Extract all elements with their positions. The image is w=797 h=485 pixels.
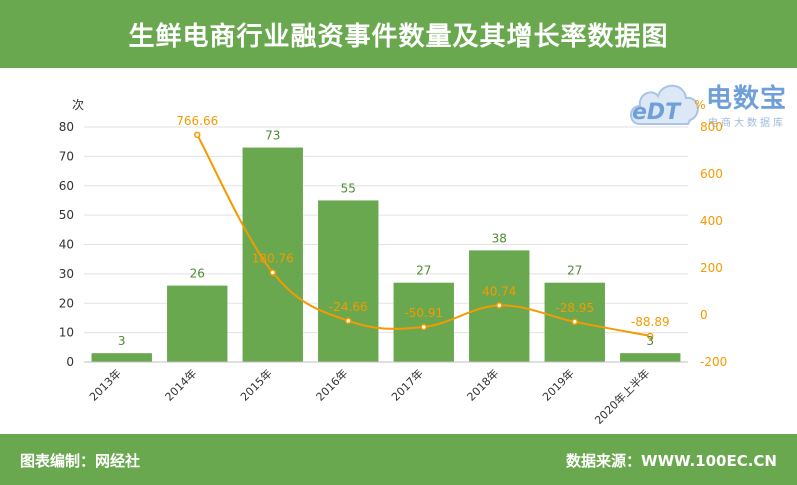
footer-credit: 图表编制：网经社 <box>20 452 141 470</box>
x-tick-label: 2017年 <box>388 366 425 403</box>
y-tick-label: 20 <box>59 296 74 310</box>
bar-value-label: 27 <box>567 264 582 278</box>
y-tick-label: 40 <box>59 238 74 252</box>
y-tick-label: 10 <box>59 326 74 340</box>
bar <box>620 353 681 362</box>
y2-tick-label: 200 <box>700 261 723 275</box>
line-value-label: -88.89 <box>631 315 670 329</box>
y2-tick-label: 600 <box>700 167 723 181</box>
y-tick-label: 60 <box>59 179 74 193</box>
y2-axis-title: % <box>694 98 705 112</box>
data-labels: 3 26 73 55 27 38 27 3 766.66 180.76 -24.66 -50.91 40… <box>118 114 670 348</box>
line-point <box>269 269 276 276</box>
y-tick-label: 70 <box>59 149 74 163</box>
bar-value-label: 73 <box>265 129 280 143</box>
y2-tick-label: -200 <box>700 355 727 369</box>
chart: 3 26 73 55 27 38 27 3 766.66 180.76 -24.66 -50.91 40… <box>59 98 728 427</box>
line-value-label: 766.66 <box>176 114 218 128</box>
line-value-label: -50.91 <box>404 306 443 320</box>
x-tick-label: 2016年 <box>313 366 350 403</box>
line-point <box>647 332 654 340</box>
footer-source: 数据来源：WWW.100EC.CN <box>566 452 777 470</box>
y2-tick-label: 400 <box>700 214 723 228</box>
bars <box>91 147 681 362</box>
line-point <box>496 302 503 309</box>
bar <box>318 200 379 362</box>
y-tick-label: 30 <box>59 267 74 281</box>
bar <box>167 285 228 362</box>
bar <box>91 353 152 362</box>
y2-tick-label: 0 <box>700 308 708 322</box>
growth-line <box>194 131 654 340</box>
y2-tick-label: 800 <box>700 120 723 134</box>
bar <box>242 147 303 362</box>
bar-value-label: 55 <box>341 181 356 195</box>
cloud-icon <box>630 84 699 125</box>
line-point <box>420 323 427 331</box>
x-tick-label: 2013年 <box>86 366 123 403</box>
y-tick-label: 80 <box>59 120 74 134</box>
line-point <box>345 317 352 325</box>
line-value-label: -28.95 <box>555 301 594 315</box>
x-tick-label: 2018年 <box>464 366 501 403</box>
logo-edt: eDT <box>632 100 681 125</box>
x-tick-label: 2020年上半年 <box>592 366 653 427</box>
bar-value-label: 27 <box>416 264 431 278</box>
y-tick-label: 0 <box>66 355 74 369</box>
line-value-label: -24.66 <box>329 300 368 314</box>
logo-brand: 电数宝 <box>706 84 788 114</box>
line-point <box>194 131 201 139</box>
y-axis-title: 次 <box>72 98 84 112</box>
bar-value-label: 3 <box>118 334 126 348</box>
chart-title: 生鲜电商行业融资事件数量及其增长率数据图 <box>128 21 669 52</box>
bar-value-label: 26 <box>190 267 205 281</box>
line-point <box>571 318 578 326</box>
x-tick-label: 2014年 <box>162 366 199 403</box>
logo: eDT 电数宝 电商大数据库 <box>626 74 791 130</box>
bar-value-label: 38 <box>492 231 507 245</box>
footer: 图表编制：网经社 数据来源：WWW.100EC.CN <box>0 434 797 485</box>
line-value-label: 40.74 <box>482 284 516 298</box>
logo-tagline: 电商大数据库 <box>708 118 786 129</box>
x-tick-label: 2019年 <box>539 366 576 403</box>
y-tick-label: 50 <box>59 208 74 222</box>
x-tick-label: 2015年 <box>237 366 274 403</box>
line-value-label: 180.76 <box>252 252 294 266</box>
title-banner: 生鲜电商行业融资事件数量及其增长率数据图 <box>0 0 797 68</box>
bar-value-label: 3 <box>646 334 654 348</box>
axes: 0 10 20 30 40 50 60 70 80 -200 0 200 400 600 800 次 % 2013… <box>59 98 728 427</box>
